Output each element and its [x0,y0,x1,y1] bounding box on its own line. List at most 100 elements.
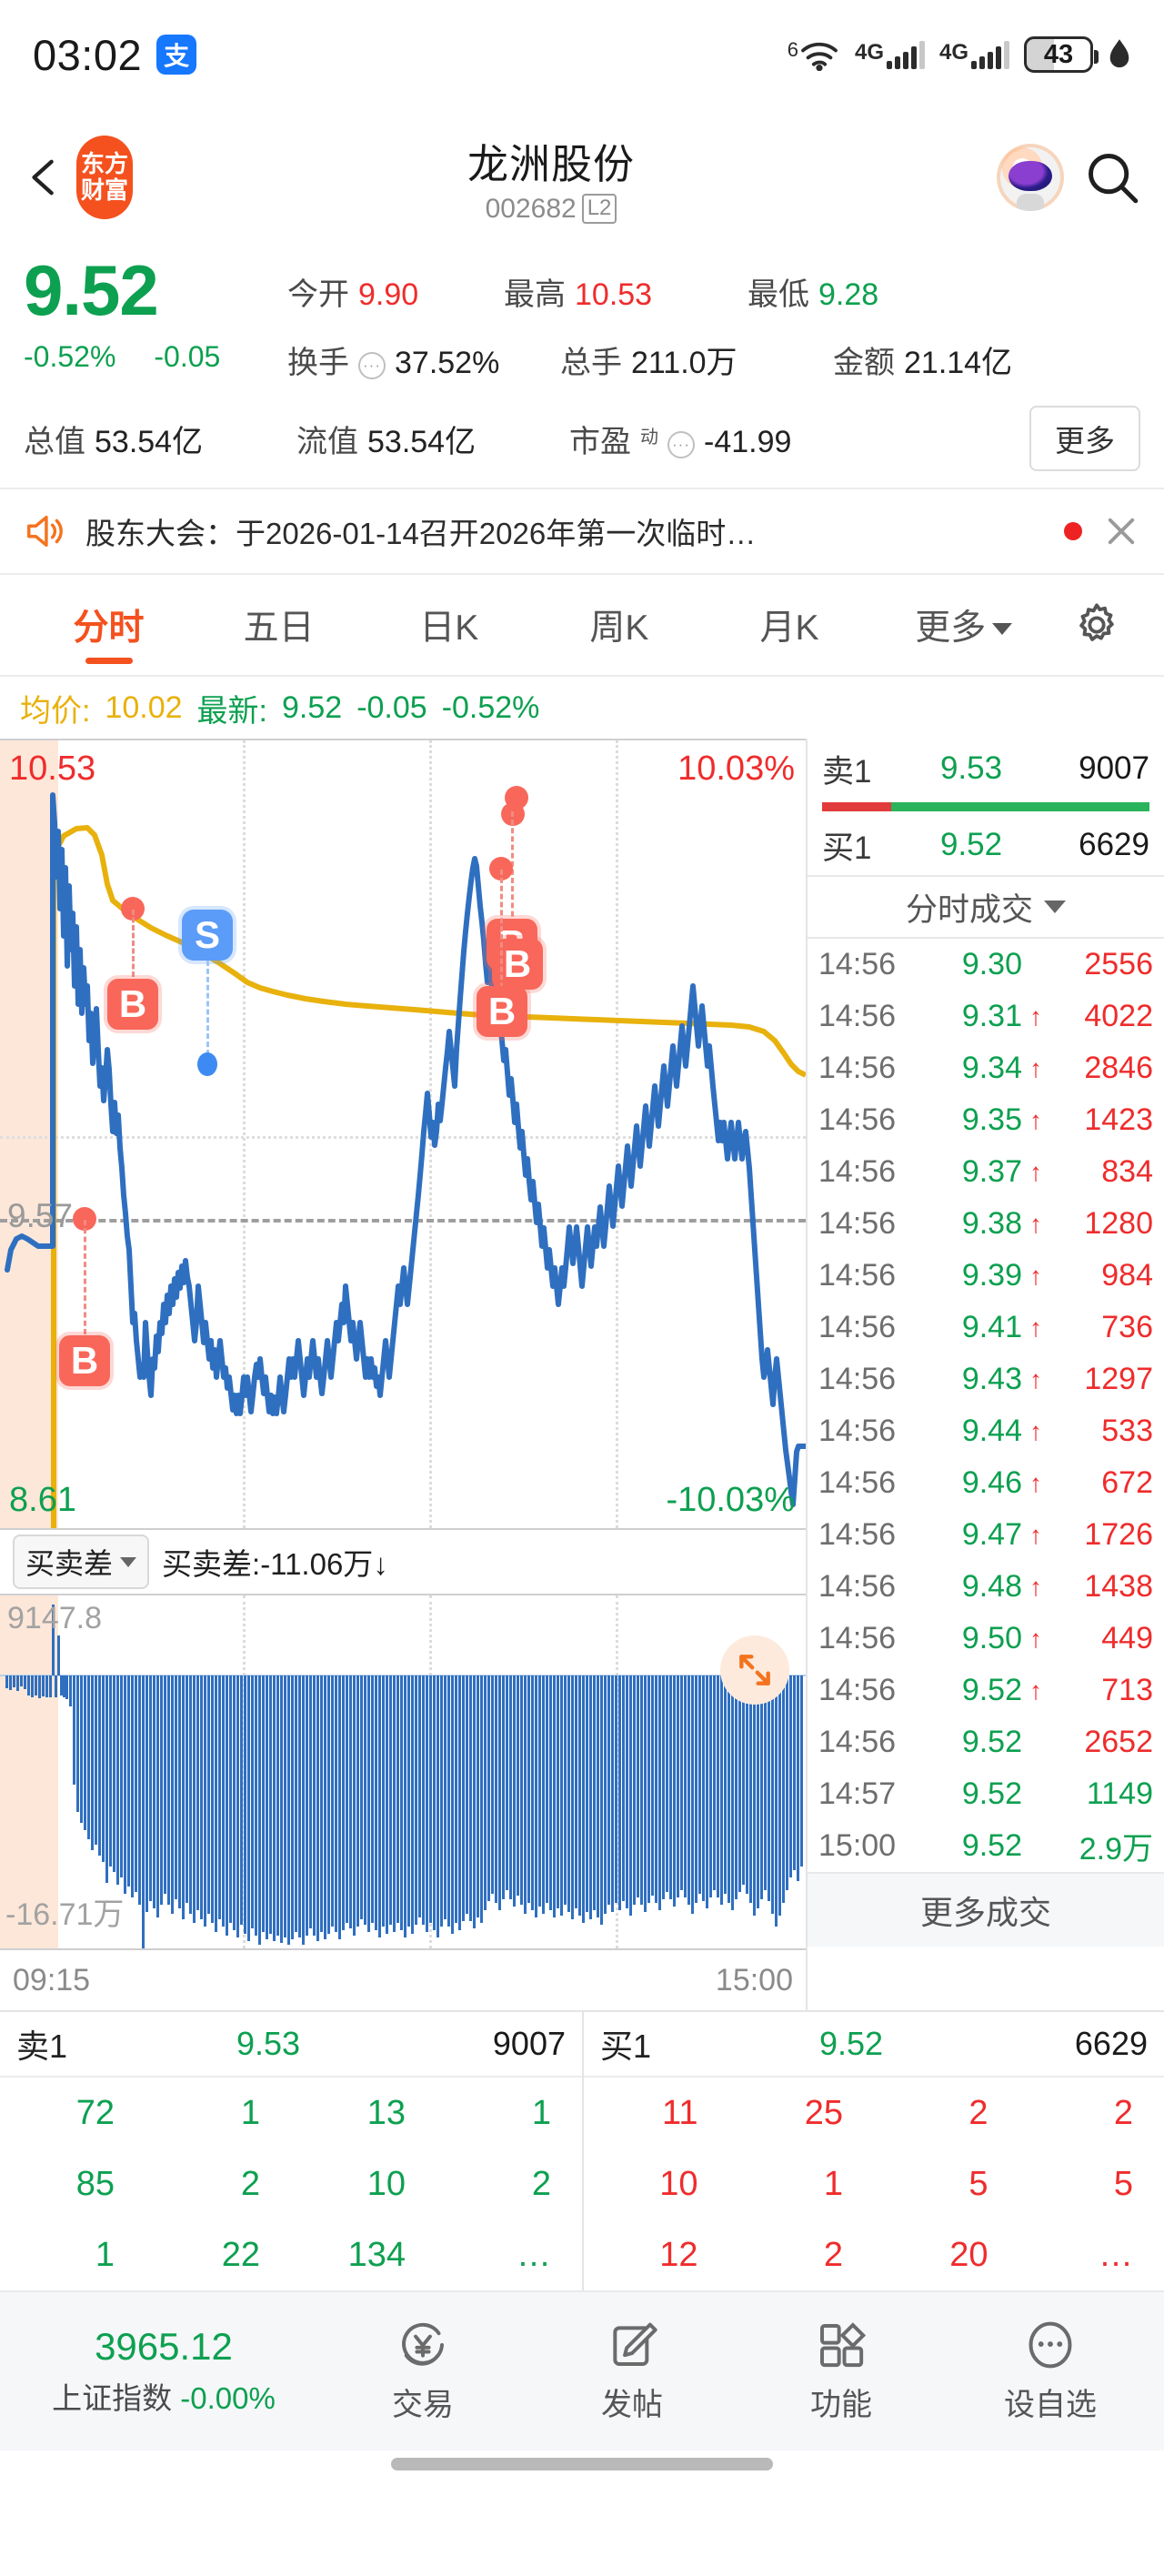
tick-direction-icon: ↑ [1029,1520,1042,1549]
amount-value: 21.14亿 [904,346,1013,380]
logo-line-2: 财富 [80,176,128,204]
sell-marker[interactable]: S [182,910,233,961]
index-summary[interactable]: 3965.12 上证指数 -0.00% [9,2325,318,2418]
unread-dot-icon [1064,522,1082,540]
trade-stem [500,870,503,1004]
depth-cell: 25 [804,2093,843,2132]
main-content: 10.53 10.03% 9.57 8.61 -10.03% B S B B B… [0,739,1164,2010]
tick-price: 9.39 [961,1258,1022,1293]
deals-header[interactable]: 分时成交 [808,875,1164,939]
wifi-gen-label: 6 [787,38,798,61]
tick-time: 14:56 [818,947,897,981]
tab-monthk[interactable]: 月K [704,575,874,675]
eco-leaf-icon [1109,39,1129,68]
yuan-circle-icon [402,2322,444,2366]
legend-last-change: -0.05 [356,689,427,725]
bid-depth-price: 9.52 [818,2025,884,2062]
chevron-down-icon [992,622,1013,635]
nav-label: 功能 [810,2387,872,2422]
tab-wuri[interactable]: 五日 [194,575,364,675]
sim2-signal-icon: 4G [939,40,1009,69]
buysell-bars-svg [0,1605,806,1948]
time-axis: 09:15 15:00 [0,1950,806,2010]
chart-settings-button[interactable] [1053,575,1140,675]
tab-dayk[interactable]: 日K [364,575,534,675]
app-header: 东方 财富 龙洲股份 002682 L2 [0,109,1164,246]
axis-top-percent: 10.03% [677,750,795,788]
tick-direction-icon: ↑ [1029,1313,1042,1342]
eastmoney-logo[interactable]: 东方 财富 [76,136,133,219]
price-series-svg [5,792,806,1528]
low-value: 9.28 [818,277,879,312]
depth-cell: 2 [1113,2093,1133,2132]
buy-marker[interactable]: B [477,986,527,1037]
tick-time: 14:56 [818,1051,897,1085]
nav-item-trade[interactable]: 交易 [318,2319,527,2424]
high-value: 10.53 [575,277,653,312]
trade-stem [206,961,209,1055]
info-icon[interactable]: ··· [358,352,386,379]
mktcap-value: 53.54亿 [95,424,204,459]
tab-weekk[interactable]: 周K [534,575,704,675]
tick-time: 14:56 [818,1102,897,1137]
tick-volume: 1280 [1084,1206,1153,1241]
tick-price: 9.52 [961,1776,1022,1811]
fullscreen-button[interactable] [720,1635,789,1705]
axis-bottom-price: 8.61 [9,1481,76,1519]
tick-direction-icon: ↑ [1029,1675,1042,1705]
tick-row: 14:56 9.46 ↑ 672 [808,1457,1164,1509]
intraday-price-chart[interactable]: 10.53 10.03% 9.57 8.61 -10.03% B S B B B… [0,739,806,1530]
trade-stem [511,811,514,1008]
tick-row: 14:56 9.35 ↑ 1423 [808,1094,1164,1146]
tick-volume: 672 [1101,1465,1153,1500]
more-stats-button[interactable]: 更多 [1029,406,1140,471]
ask-depth-header[interactable]: 卖1 9.53 9007 [0,2012,582,2078]
nav-item-functions[interactable]: 功能 [737,2319,946,2424]
bid-level-row[interactable]: 买1 9.52 6629 [808,815,1164,875]
close-icon[interactable] [1102,512,1140,550]
tick-list[interactable]: 14:56 9.30 2556 14:56 9.31 ↑ 4022 14:56 9.34 ↑ 284… [808,939,1164,1872]
announcement-bar[interactable]: 股东大会：于2026-01-14召开2026年第一次临时… [0,488,1164,575]
tick-direction-icon: ↑ [1029,1053,1042,1082]
tick-row: 14:56 9.31 ↑ 4022 [808,991,1164,1042]
avg-label: 均价: [20,693,91,729]
volume-value: 211.0万 [631,346,738,380]
nav-item-post[interactable]: 发帖 [527,2319,737,2424]
buysell-diff-chart[interactable]: 9147.8 -16.71万 [0,1595,806,1950]
index-name: 上证指数 [52,2381,173,2415]
indicator-selector-bar: 买卖差 买卖差:-11.06万↓ [0,1530,806,1595]
depth-row: 85 2 10 2 [0,2148,582,2219]
indicator-dropdown[interactable]: 买卖差 [13,1535,150,1589]
more-deals-button[interactable]: 更多成交 [808,1872,1164,1947]
tick-row: 14:56 9.43 ↑ 1297 [808,1353,1164,1405]
tick-time: 14:56 [818,1517,897,1552]
depth-cell: 12 [659,2235,698,2274]
index-percent: -0.00% [180,2381,276,2415]
info-icon-pe[interactable]: ··· [667,430,695,458]
indicator-readout-value: -11.06万 [260,1547,374,1581]
depth-cell: … [517,2235,551,2274]
tab-more[interactable]: 更多 [875,575,1053,675]
tab-fenshi[interactable]: 分时 [24,575,194,675]
tick-row: 14:56 9.41 ↑ 736 [808,1302,1164,1353]
tick-volume: 1726 [1084,1517,1153,1552]
bid-depth-header[interactable]: 买1 9.52 6629 [584,2012,1164,2078]
chevron-down-icon [120,1556,137,1567]
depth-cell: 5 [968,2164,988,2203]
tick-price: 9.47 [961,1517,1022,1552]
bid-depth-volume: 6629 [1074,2025,1148,2062]
ask-level-row[interactable]: 卖1 9.53 9007 [808,739,1164,799]
buy-marker[interactable]: B [59,1335,110,1386]
open-value: 9.90 [358,277,419,312]
back-icon[interactable] [24,156,65,198]
depth-row: 72 1 13 1 [0,2078,582,2148]
tick-direction-icon: ↑ [1029,1572,1042,1601]
tick-row: 14:56 9.37 ↑ 834 [808,1146,1164,1198]
nav-item-watchlist[interactable]: 设自选 [946,2319,1155,2424]
tab-label: 分时 [73,609,145,648]
ai-robot-avatar[interactable] [997,144,1064,211]
buy-marker[interactable]: B [107,979,158,1030]
search-icon[interactable] [1084,149,1140,206]
nav-label: 发帖 [601,2387,663,2422]
chevron-down-icon [1044,901,1066,913]
